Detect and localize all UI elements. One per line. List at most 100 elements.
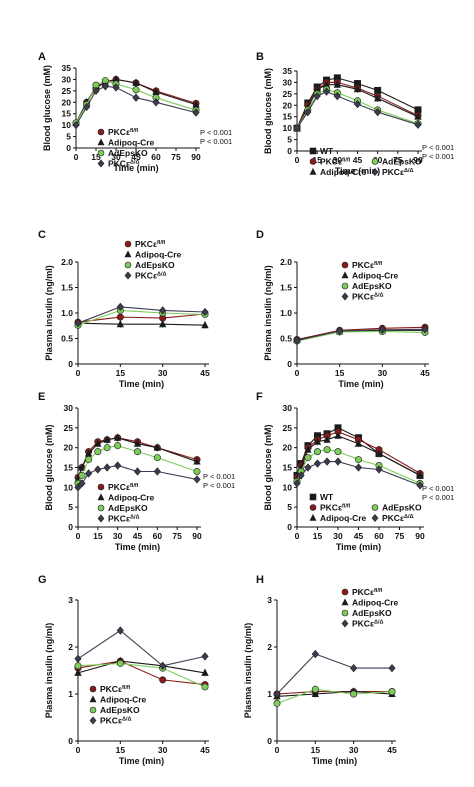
panel-label: C bbox=[38, 229, 46, 241]
legend-label: AdEpsKO bbox=[382, 157, 422, 167]
data-point bbox=[353, 99, 362, 109]
data-point bbox=[388, 688, 396, 696]
data-point bbox=[124, 240, 132, 248]
y-tick-label: 25 bbox=[64, 423, 74, 433]
legend-label: PKCεΔ/Δ bbox=[382, 167, 413, 177]
data-point bbox=[193, 467, 201, 475]
series-line bbox=[296, 326, 426, 341]
x-tick-label: 15 bbox=[91, 152, 101, 162]
x-axis-label: Time (min) bbox=[115, 542, 160, 552]
series bbox=[74, 461, 201, 492]
data-point bbox=[309, 493, 317, 501]
legend-label: WT bbox=[320, 492, 334, 502]
y-tick-label: 0 bbox=[287, 522, 292, 532]
y-tick-label: 0 bbox=[287, 146, 292, 156]
data-point bbox=[94, 465, 102, 474]
y-tick-label: 0 bbox=[267, 736, 272, 746]
series bbox=[74, 659, 209, 691]
legend-label: PKCεfl/fl bbox=[320, 503, 351, 513]
data-point bbox=[371, 168, 379, 176]
panel-label: F bbox=[256, 391, 263, 403]
data-point bbox=[89, 685, 97, 693]
data-point bbox=[341, 282, 349, 290]
legend-label: Adipoq-Cre bbox=[352, 271, 399, 281]
data-point bbox=[341, 609, 349, 617]
series bbox=[293, 323, 429, 344]
data-point bbox=[113, 433, 122, 441]
data-point bbox=[416, 481, 424, 490]
x-tick-label: 15 bbox=[335, 368, 345, 378]
y-tick-label: 5 bbox=[287, 502, 292, 512]
legend-label: AdEpsKO bbox=[135, 260, 175, 270]
data-point bbox=[97, 514, 105, 523]
data-point bbox=[116, 659, 124, 667]
data-point bbox=[341, 292, 349, 301]
data-point bbox=[309, 167, 317, 175]
data-point bbox=[375, 465, 383, 474]
data-point bbox=[85, 456, 93, 464]
y-axis-label: Plasma insulin (ng/ml) bbox=[44, 623, 54, 719]
data-point bbox=[134, 448, 142, 456]
data-point bbox=[97, 159, 105, 168]
x-tick-label: 15 bbox=[313, 531, 323, 541]
data-point bbox=[94, 439, 102, 447]
y-tick-label: 25 bbox=[283, 423, 293, 433]
x-tick-label: 60 bbox=[153, 531, 163, 541]
data-point bbox=[311, 689, 320, 698]
data-point bbox=[101, 82, 109, 91]
data-point bbox=[201, 652, 209, 661]
data-point bbox=[304, 107, 312, 117]
legend-label: AdEpsKO bbox=[352, 281, 392, 291]
data-point bbox=[193, 457, 201, 465]
y-tick-label: 0 bbox=[287, 359, 292, 369]
x-axis-label: Time (min) bbox=[312, 756, 357, 766]
data-point bbox=[374, 107, 382, 117]
data-point bbox=[132, 78, 140, 86]
series bbox=[293, 431, 424, 483]
data-point bbox=[201, 320, 209, 329]
y-tick-label: 20 bbox=[283, 443, 293, 453]
data-point bbox=[334, 431, 342, 439]
y-tick-label: 10 bbox=[64, 482, 74, 492]
data-point bbox=[416, 471, 424, 479]
y-tick-label: 15 bbox=[62, 109, 72, 119]
y-tick-label: 35 bbox=[283, 66, 293, 76]
panel-label: E bbox=[38, 391, 45, 403]
data-point bbox=[341, 598, 349, 606]
y-tick-label: 1 bbox=[267, 689, 272, 699]
data-point bbox=[201, 683, 209, 691]
data-point bbox=[353, 84, 362, 93]
data-point bbox=[341, 588, 349, 596]
data-point bbox=[373, 94, 382, 102]
data-point bbox=[192, 108, 200, 117]
legend-label: PKCεfl/fl bbox=[352, 587, 383, 597]
x-axis-label: Time (min) bbox=[338, 379, 383, 389]
data-point bbox=[293, 479, 301, 488]
data-point bbox=[74, 654, 82, 663]
data-point bbox=[159, 661, 167, 670]
y-tick-label: 15 bbox=[283, 463, 293, 473]
y-tick-label: 30 bbox=[283, 77, 293, 87]
data-point bbox=[83, 102, 91, 112]
x-tick-label: 30 bbox=[333, 531, 343, 541]
data-point bbox=[89, 706, 97, 714]
y-tick-label: 25 bbox=[283, 89, 293, 99]
p-value-annotation: P < 0.001 bbox=[422, 152, 454, 161]
y-tick-label: 3 bbox=[267, 595, 272, 605]
x-tick-label: 45 bbox=[420, 368, 430, 378]
y-tick-label: 1.0 bbox=[61, 308, 73, 318]
x-tick-label: 15 bbox=[93, 531, 103, 541]
x-tick-label: 0 bbox=[76, 745, 81, 755]
data-point bbox=[311, 649, 319, 659]
x-tick-label: 45 bbox=[354, 531, 364, 541]
data-point bbox=[309, 513, 317, 521]
x-tick-label: 75 bbox=[171, 152, 181, 162]
legend-label: Adipoq-Cre bbox=[320, 167, 367, 177]
y-tick-label: 20 bbox=[64, 443, 74, 453]
legend-label: PKCεΔ/Δ bbox=[382, 513, 413, 523]
y-axis-label: Blood glucose (mM) bbox=[44, 425, 54, 511]
x-tick-label: 60 bbox=[374, 531, 384, 541]
